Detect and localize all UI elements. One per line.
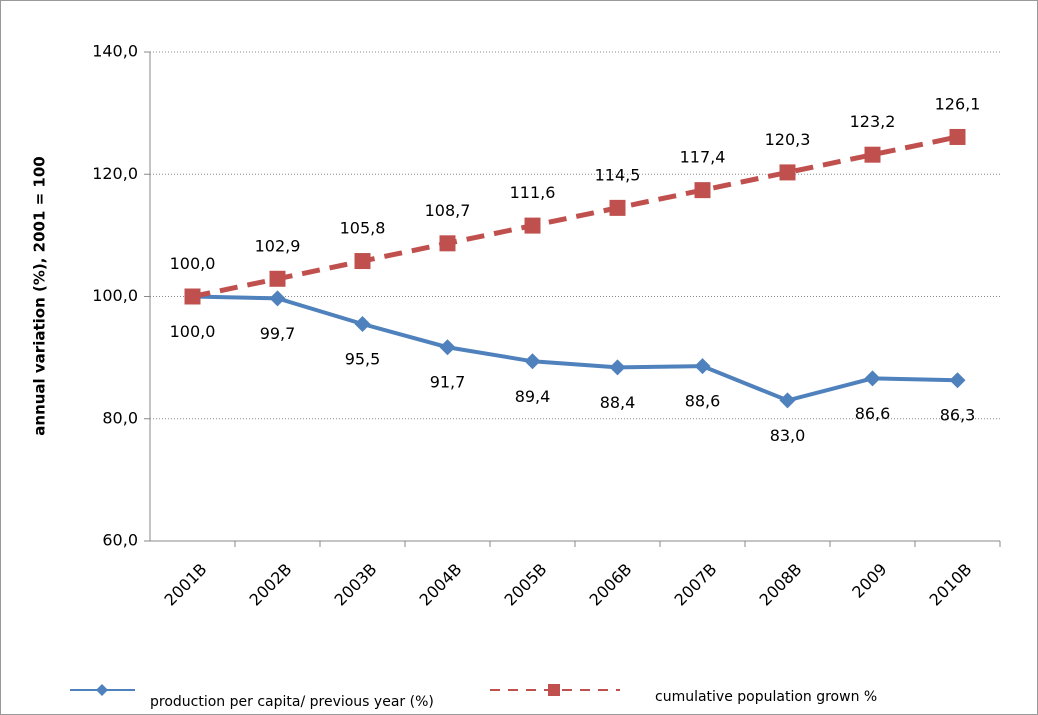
legend-marker: [548, 684, 560, 696]
marker: [439, 235, 456, 252]
value-label: 123,2: [850, 112, 896, 131]
value-label: 100,0: [170, 254, 216, 273]
marker: [609, 359, 626, 376]
value-label: 86,6: [855, 404, 891, 423]
y-tick-label: 140,0: [92, 42, 138, 61]
marker: [949, 372, 966, 389]
marker: [354, 316, 371, 333]
marker: [609, 199, 626, 216]
value-label: 102,9: [255, 236, 301, 255]
marker: [524, 217, 541, 234]
value-label: 86,3: [940, 406, 976, 425]
marker: [269, 290, 286, 307]
y-axis-title: annual variation (%), 2001 = 100: [31, 156, 49, 435]
marker: [694, 182, 711, 199]
series-line: [191, 134, 959, 299]
value-label: 95,5: [345, 350, 381, 369]
value-label: 83,0: [770, 426, 806, 445]
value-label: 88,4: [600, 393, 636, 412]
marker: [694, 358, 711, 375]
value-label: 114,5: [595, 165, 641, 184]
marker: [184, 288, 201, 305]
marker: [949, 128, 966, 145]
value-label: 126,1: [935, 94, 981, 113]
marker: [779, 392, 796, 409]
marker: [864, 370, 881, 387]
marker: [439, 339, 456, 356]
value-label: 105,8: [340, 219, 386, 238]
y-tick-label: 60,0: [102, 531, 138, 550]
marker: [269, 270, 286, 287]
series-line: [192, 294, 958, 403]
value-label: 111,6: [510, 183, 556, 202]
marker: [864, 146, 881, 163]
value-label: 88,6: [685, 392, 721, 411]
y-tick-label: 100,0: [92, 286, 138, 305]
value-label: 91,7: [430, 373, 466, 392]
value-label: 99,7: [260, 324, 296, 343]
value-label: 108,7: [425, 201, 471, 220]
y-tick-label: 80,0: [102, 408, 138, 427]
legend-label: production per capita/ previous year (%): [150, 694, 434, 710]
value-label: 117,4: [680, 148, 726, 167]
legend-label: cumulative population grown %: [655, 689, 877, 705]
value-label: 89,4: [515, 387, 551, 406]
marker: [354, 253, 371, 270]
value-label: 120,3: [765, 130, 811, 149]
marker: [779, 164, 796, 181]
value-label: 100,0: [170, 322, 216, 341]
marker: [524, 353, 541, 370]
legend-marker: [96, 684, 108, 696]
y-tick-label: 120,0: [92, 164, 138, 183]
